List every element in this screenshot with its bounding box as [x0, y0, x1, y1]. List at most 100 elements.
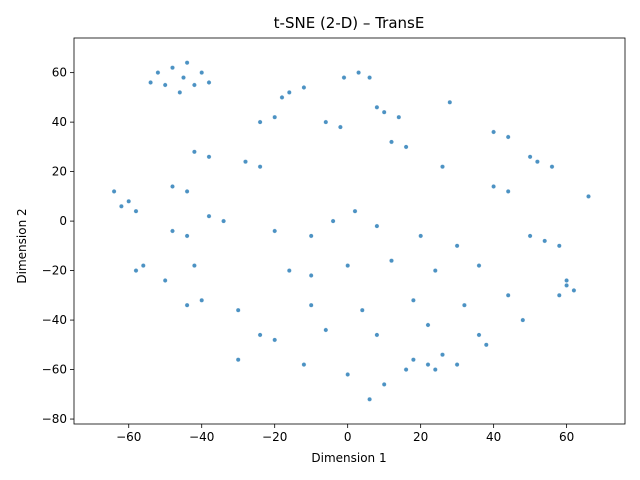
scatter-point	[257, 332, 263, 338]
x-tick-label: 60	[559, 430, 574, 444]
scatter-point	[381, 382, 387, 387]
scatter-point	[556, 292, 562, 298]
scatter-point	[542, 238, 548, 244]
scatter-point	[586, 194, 591, 199]
scatter-point	[345, 263, 351, 268]
x-tick-label: 20	[413, 430, 428, 444]
scatter-point	[374, 104, 380, 110]
y-tick-label: 60	[52, 66, 67, 80]
x-tick-label: −20	[262, 430, 287, 444]
scatter-point	[286, 90, 292, 95]
scatter-point	[199, 297, 205, 303]
scatter-point	[454, 362, 460, 367]
scatter-point	[206, 154, 212, 160]
scatter-point	[192, 263, 197, 268]
scatter-point	[462, 302, 467, 308]
scatter-point	[345, 372, 351, 377]
scatter-point	[206, 213, 212, 219]
scatter-point	[505, 189, 511, 194]
scatter-point	[447, 99, 453, 105]
scatter-point	[425, 362, 431, 367]
scatter-point	[432, 367, 438, 372]
scatter-point	[381, 109, 387, 115]
scatter-point	[440, 352, 445, 358]
scatter-point	[352, 208, 358, 214]
scatter-point	[323, 327, 329, 333]
plot-frame	[73, 37, 626, 425]
scatter-point	[257, 119, 263, 125]
scatter-point	[425, 322, 431, 328]
scatter-point	[206, 80, 212, 85]
scatter-point	[235, 307, 241, 313]
scatter-point	[505, 134, 511, 140]
scatter-point	[257, 164, 263, 170]
scatter-point	[411, 297, 416, 303]
y-tick-label: 0	[59, 214, 67, 228]
scatter-point	[308, 273, 314, 278]
scatter-point	[279, 95, 285, 100]
scatter-point	[272, 337, 278, 343]
scatter-point	[330, 218, 336, 224]
scatter-point	[162, 278, 168, 283]
y-tick-label: 20	[52, 165, 67, 179]
x-tick-label: 40	[486, 430, 501, 444]
scatter-point	[535, 159, 540, 165]
scatter-point	[411, 357, 416, 363]
scatter-point	[170, 184, 175, 189]
scatter-point	[181, 75, 186, 80]
scatter-point	[520, 317, 526, 323]
scatter-point	[184, 60, 190, 66]
scatter-point	[491, 129, 496, 135]
scatter-points	[111, 60, 591, 402]
scatter-point	[491, 184, 496, 189]
y-axis-label: Dimension 2	[15, 208, 29, 283]
scatter-point	[564, 283, 569, 288]
scatter-point	[192, 82, 197, 88]
scatter-point	[155, 70, 161, 75]
y-axis: −80 −60 −40 −20 0 20 40 60	[42, 66, 74, 426]
scatter-point	[389, 139, 394, 145]
scatter-point	[432, 268, 438, 273]
scatter-point	[483, 342, 489, 348]
scatter-point	[527, 154, 533, 160]
scatter-point	[184, 302, 190, 308]
scatter-point	[527, 233, 533, 239]
scatter-point	[571, 288, 577, 293]
x-tick-label: −40	[189, 430, 214, 444]
y-tick-label: −20	[42, 264, 67, 278]
scatter-point	[177, 90, 183, 95]
y-tick-label: −60	[42, 363, 67, 377]
x-axis: −60 −40 −20 0 20 40 60	[116, 424, 574, 444]
scatter-point	[184, 233, 190, 239]
chart-title: t-SNE (2-D) – TransE	[274, 14, 425, 32]
scatter-point	[476, 332, 482, 338]
scatter-point	[549, 164, 555, 170]
scatter-point	[119, 203, 124, 209]
scatter-point	[341, 75, 347, 80]
scatter-point	[301, 362, 307, 367]
scatter-point	[396, 114, 402, 120]
scatter-point	[440, 164, 445, 170]
scatter-point	[374, 332, 380, 338]
scatter-point	[367, 396, 372, 402]
x-tick-label: −60	[116, 430, 141, 444]
scatter-point	[126, 198, 132, 204]
scatter-point	[140, 263, 146, 268]
scatter-point	[564, 278, 569, 283]
scatter-point	[359, 307, 365, 313]
scatter-point	[308, 233, 314, 239]
scatter-point	[323, 119, 329, 125]
scatter-point	[286, 268, 292, 273]
scatter-point	[133, 208, 139, 214]
scatter-point	[454, 243, 460, 249]
scatter-point	[148, 80, 153, 85]
scatter-point	[221, 218, 226, 224]
scatter-point	[272, 114, 278, 120]
scatter-point	[403, 144, 409, 150]
scatter-point	[476, 263, 482, 268]
scatter-point	[308, 302, 314, 308]
scatter-point	[338, 124, 343, 130]
y-tick-label: −40	[42, 313, 67, 327]
scatter-point	[356, 70, 361, 75]
